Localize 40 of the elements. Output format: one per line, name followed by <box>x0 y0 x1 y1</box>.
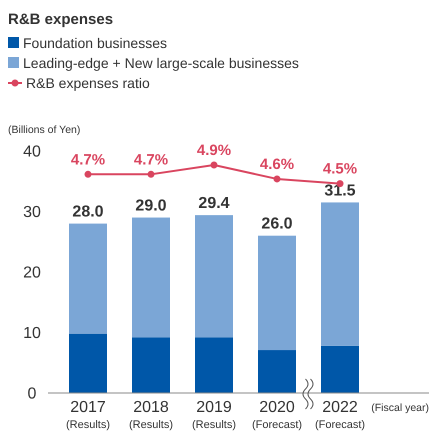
data-label: 4.6% <box>260 156 294 173</box>
data-label: 4.7% <box>70 151 106 168</box>
bar <box>69 224 107 334</box>
bar <box>258 236 296 350</box>
y-tick-label: 20 <box>23 264 41 282</box>
bar <box>195 215 233 338</box>
total-label: 31.5 <box>324 182 356 200</box>
data-label: 4.5% <box>322 160 358 178</box>
chart-title: R&B expenses <box>8 11 114 28</box>
bar <box>69 334 107 393</box>
x-axis-title: (Fiscal year) <box>371 402 429 414</box>
legend-label: Foundation businesses <box>23 35 167 51</box>
point <box>210 162 218 168</box>
point <box>84 170 92 178</box>
data-label: 4.7% <box>134 151 168 168</box>
bar <box>321 346 359 393</box>
x-tick-label: 2022 (Forecast) <box>314 399 366 431</box>
x-tick-label: 2019 (Results) <box>192 399 236 431</box>
legend-label: Leading-edge + New large-scale businesses <box>23 55 299 71</box>
point <box>148 170 154 178</box>
total-label: 28.0 <box>72 204 104 221</box>
x-tick-label: 2018 (Results) <box>128 399 174 431</box>
y-tick-label: 10 <box>23 325 41 342</box>
x-tick-label: 2017 (Results) <box>66 399 110 431</box>
y-tick-label: 30 <box>23 204 41 221</box>
y-axis-title: (Billions of Yen) <box>8 124 80 136</box>
legend-label: R&B expenses ratio <box>26 75 150 91</box>
bar <box>132 337 170 393</box>
total-label: 29.0 <box>135 198 167 215</box>
point <box>274 175 280 182</box>
bar <box>321 202 359 346</box>
data-label: 4.9% <box>196 142 232 159</box>
total-label: 26.0 <box>261 216 293 233</box>
x-tick-label: 2020 (Forecast) <box>252 399 302 431</box>
y-tick-label: 40 <box>23 144 41 160</box>
total-label: 29.4 <box>198 195 230 212</box>
bar <box>195 337 233 393</box>
bar <box>132 218 170 338</box>
bar <box>258 350 296 393</box>
y-tick-label: 0 <box>28 386 37 402</box>
